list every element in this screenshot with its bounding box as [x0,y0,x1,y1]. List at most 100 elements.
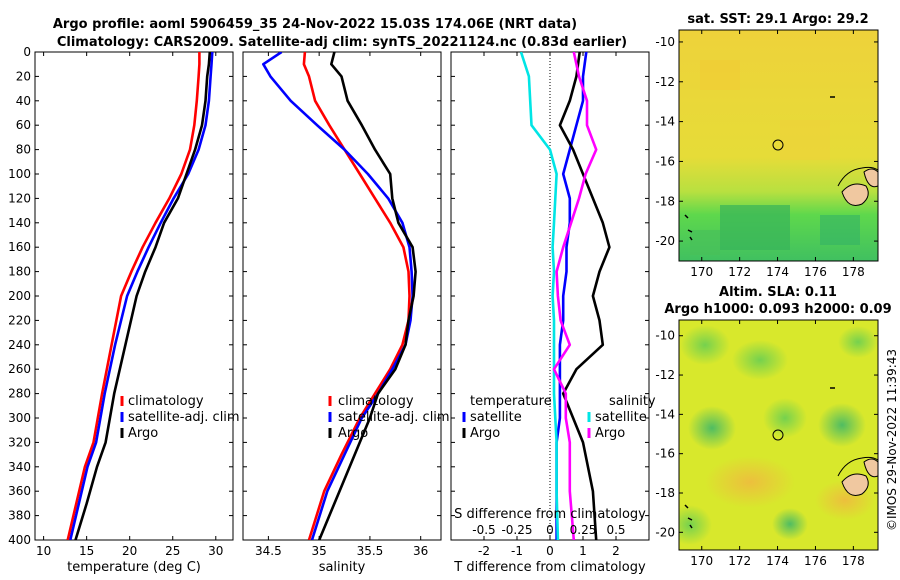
sla-low-blob [680,325,730,365]
map-y-tick-label: -18 [655,194,675,208]
depth-tick-label: 0 [23,45,31,59]
depth-tick-label: 160 [8,240,31,254]
x-tick-label: 20 [122,544,137,558]
map-x-tick-label: 170 [690,554,713,568]
map-x-tick-label: 176 [804,554,827,568]
coastline [684,96,835,241]
sst-map-frame [678,29,879,262]
depth-tick-label: 180 [8,265,31,279]
figure-title-line2: Climatology: CARS2009. Satellite-adj cli… [57,35,627,50]
sst-cool-patch [720,205,790,250]
x-tick-label: 1 [579,544,587,558]
map-y-tick-label: -16 [655,447,675,461]
legend-label-argo: Argo [338,426,368,441]
sla-map-frame [678,319,879,551]
map-x-tick-label: 170 [690,265,713,279]
depth-tick-label: 260 [8,362,31,376]
map-y-tick-label: -20 [655,234,675,248]
s-tick-label: 0.5 [606,523,625,537]
depth-tick-label: 40 [16,94,31,108]
sst-cool-patch [820,215,860,245]
salinity-legend: climatology satellite-adj. clim Argo [328,394,450,441]
depth-tick-label: 320 [8,435,31,449]
coastline [684,387,835,529]
depth-tick-label: 220 [8,313,31,327]
map-x-tick-label: 178 [842,265,865,279]
depth-tick-label: 280 [8,387,31,401]
series-line-argo [74,52,212,540]
s-tick-label: 0.25 [570,523,597,537]
legend-heading-temperature: temperature [470,394,552,409]
sla-low-blob [772,508,808,540]
sst-map-title: sat. SST: 29.1 Argo: 29.2 [687,12,868,27]
depth-tick-label: 400 [8,533,31,547]
sla-map: Altim. SLA: 0.11 Argo h1000: 0.093 h2000… [655,285,891,568]
map-x-tick-label: 172 [728,554,751,568]
map-x-tick-label: 176 [804,265,827,279]
series-line-argo [317,52,417,540]
depth-tick-label: 380 [8,509,31,523]
sla-low-blob [763,398,807,438]
temperature-panel: 10 15 20 25 30 0 20 40 60 80 100 120 140 160 180 200 22… [8,45,240,575]
x-tick-label: 0 [546,544,554,558]
legend-heading-salinity: salinity [609,394,656,409]
series-line-salinity-argo [552,52,598,540]
depth-tick-label: 20 [16,69,31,83]
legend-label-t-satellite: satellite [470,410,522,425]
map-y-tick-label: -10 [655,35,675,49]
map-y-tick-label: -18 [655,486,675,500]
sst-warm-patch [780,120,830,160]
sla-map-title-line1: Altim. SLA: 0.11 [719,285,837,300]
sla-low-blob [688,406,736,450]
s-tick-label: 0 [546,523,554,537]
land-island [863,168,878,188]
depth-tick-label: 340 [8,460,31,474]
sla-map-title-line2: Argo h1000: 0.093 h2000: 0.09 [664,302,891,317]
difference-legend: temperature satellite Argo salinity sate… [462,394,656,441]
depth-tick-label: 240 [8,338,31,352]
sla-low-blob [838,326,878,358]
series-line-temperature-satellite [555,52,588,540]
map-y-tick-label: -12 [655,75,675,89]
series-line-climatology [302,52,411,540]
sst-cool-patch [690,230,720,255]
argo-float-marker [772,429,784,441]
x-tick-label: 35.5 [357,544,384,558]
legend-label-s-satellite: satellite [595,410,647,425]
sst-warm-patch [700,60,740,90]
x-tick-label: 2 [612,544,620,558]
map-x-tick-label: 174 [766,554,789,568]
series-line-salinity-satellite [519,52,560,540]
legend-label-s-argo: Argo [595,426,625,441]
depth-tick-label: 80 [16,143,31,157]
sla-low-blob [679,505,712,545]
salinity-panel: 34.5 35 35.5 36 salinity climatology satell… [242,51,450,575]
depth-tick-label: 120 [8,191,31,205]
series-line-satellite-adj-clim [69,52,214,540]
depth-tick-label: 60 [16,118,31,132]
map-x-tick-label: 174 [766,265,789,279]
difference-panel: -2 -1 0 1 2 S difference from climatology -0… [450,51,656,575]
s-difference-label: S difference from climatology [454,507,646,522]
map-y-tick-label: -20 [655,525,675,539]
imos-watermark: ©IMOS 29-Nov-2022 11:39:43 [885,349,899,531]
temperature-xlabel: temperature (deg C) [67,560,201,575]
depth-tick-label: 360 [8,484,31,498]
legend-label-satellite: satellite-adj. clim [338,410,450,425]
series-line-climatology [66,52,201,540]
t-difference-label: T difference from climatology [453,560,646,575]
sla-low-blob [732,340,788,380]
depth-tick-label: 140 [8,216,31,230]
series-line-satellite-adj-clim [261,52,414,540]
map-y-tick-label: -10 [655,329,675,343]
land-island [841,473,869,496]
x-tick-label: 15 [79,544,94,558]
map-x-tick-label: 178 [842,554,865,568]
map-y-tick-label: -14 [655,115,675,129]
legend-label-climatology: climatology [338,394,414,409]
legend-label-t-argo: Argo [470,426,500,441]
x-tick-label: 34.5 [255,544,282,558]
coastline [837,456,878,477]
x-tick-label: 36 [413,544,428,558]
